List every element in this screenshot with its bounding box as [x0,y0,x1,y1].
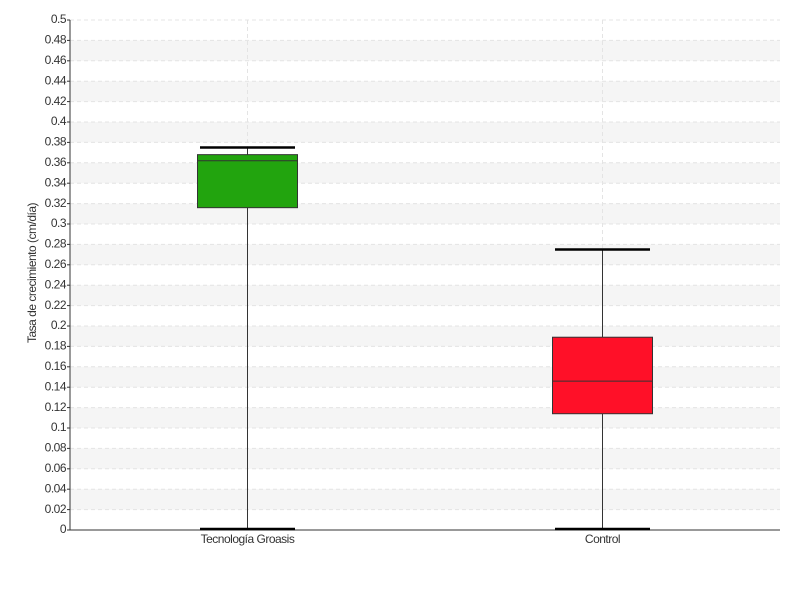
y-tick-label: 0.14 [45,379,67,393]
grid-band [70,122,780,143]
grid-band [70,244,780,265]
y-tick-label: 0.46 [45,53,67,67]
box [552,336,653,415]
y-tick-label: 0.48 [45,33,67,47]
y-tick-label: 0.24 [45,277,67,291]
y-tick-label: 0.08 [45,441,67,455]
y-tick-label: 0.2 [51,318,67,332]
y-tick-label: 0.1 [51,420,67,434]
y-tick-label: 0.28 [45,237,67,251]
x-tick-label: Tecnología Groasis [201,532,295,546]
grid-band [70,326,780,347]
y-tick-label: 0 [60,522,67,536]
grid-band [70,162,780,184]
y-tick-label: 0.22 [45,298,67,312]
grid-band [70,448,780,469]
y-tick-label: 0.12 [45,400,67,414]
x-tick-label: Control [585,532,620,546]
y-tick-label: 0.36 [45,155,67,169]
y-tick-label: 0.32 [45,196,67,210]
box [197,154,298,209]
grid-band [70,81,780,102]
y-tick-label: 0.3 [51,216,67,230]
y-tick-label: 0.5 [51,12,67,26]
y-tick-label: 0.44 [45,73,67,87]
grid-band [70,203,780,224]
y-tick-label: 0.42 [45,94,67,108]
grid-band [70,407,780,428]
y-tick-label: 0.38 [45,135,67,149]
y-tick-label: 0.06 [45,461,67,475]
y-tick-label: 0.18 [45,339,67,353]
grid-band [70,285,780,306]
grid-band [70,366,780,388]
y-tick-label: 0.34 [45,175,67,189]
grid-band [70,40,780,61]
y-tick-label: 0.04 [45,481,67,495]
y-tick-label: 0.4 [51,114,67,128]
y-tick-label: 0.26 [45,257,67,271]
y-tick-label: 0.16 [45,359,67,373]
grid-band [70,489,780,510]
y-axis-label: Tasa de crecimiento (cm/día) [25,202,39,343]
y-tick-label: 0.02 [45,502,67,516]
